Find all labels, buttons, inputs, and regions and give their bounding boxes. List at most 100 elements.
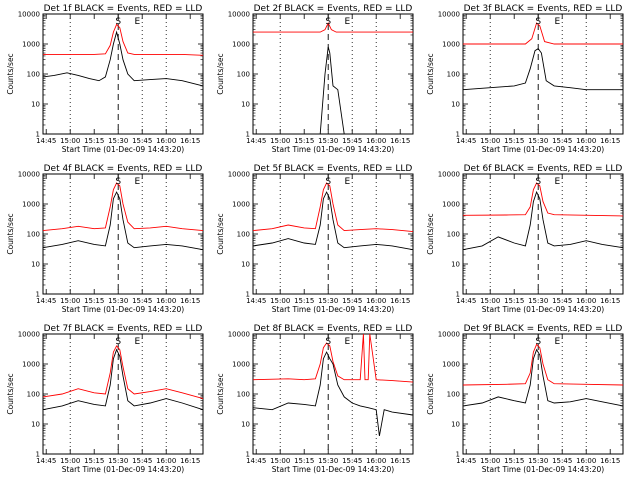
x-axis-label: Start Time (01-Dec-09 14:43:20) <box>62 145 184 154</box>
x-tick-label: 16:00 <box>156 137 176 145</box>
lld-series-line <box>252 333 414 383</box>
y-axis-label: Counts/sec <box>426 373 435 414</box>
x-tick-label: 16:15 <box>180 297 200 305</box>
x-tick-label: 16:15 <box>390 457 410 465</box>
events-series-line <box>42 30 204 87</box>
marker-e: E <box>345 177 351 187</box>
marker-e: E <box>135 17 141 27</box>
x-tick-label: 15:45 <box>552 137 572 145</box>
marker-e: E <box>555 17 561 27</box>
x-tick-label: 15:15 <box>294 457 314 465</box>
x-tick-label: 15:00 <box>270 137 290 145</box>
x-tick-label: 15:45 <box>552 297 572 305</box>
plot-frame <box>42 173 204 295</box>
x-tick-label: 16:00 <box>576 297 596 305</box>
x-tick-label: 15:45 <box>132 457 152 465</box>
x-tick-label: 16:00 <box>576 457 596 465</box>
detector-panel-8: Det 8f BLACK = Events, RED = LLD 1 10 100 10… <box>216 324 414 474</box>
x-tick-label: 15:45 <box>342 457 362 465</box>
y-tick-label: 10 <box>451 421 460 429</box>
x-tick-label: 14:45 <box>456 137 476 145</box>
marker-s: S <box>325 17 331 27</box>
x-tick-label: 15:30 <box>108 297 128 305</box>
marker-s: S <box>325 337 331 347</box>
detector-panel-7: Det 7f BLACK = Events, RED = LLD 1 10 100 10… <box>6 324 204 474</box>
y-tick-label: 100 <box>27 231 40 239</box>
x-tick-label: 16:00 <box>156 297 176 305</box>
x-tick-label: 15:15 <box>84 137 104 145</box>
y-tick-label: 10 <box>31 421 40 429</box>
x-tick-label: 15:30 <box>528 137 548 145</box>
y-tick-label: 1 <box>456 451 460 459</box>
y-tick-label: 10 <box>31 261 40 269</box>
x-tick-label: 15:15 <box>504 137 524 145</box>
y-tick-label: 10000 <box>228 331 250 339</box>
plot-frame <box>252 173 414 295</box>
x-tick-label: 15:00 <box>60 137 80 145</box>
x-tick-label: 15:30 <box>108 457 128 465</box>
x-tick-label: 15:30 <box>318 457 338 465</box>
y-tick-label: 1000 <box>22 361 40 369</box>
panel-title: Det 7f BLACK = Events, RED = LLD <box>44 324 203 334</box>
y-tick-label: 1000 <box>232 201 250 209</box>
detector-panel-4: Det 4f BLACK = Events, RED = LLD 1 10 100 10… <box>6 164 204 314</box>
x-tick-label: 15:00 <box>60 457 80 465</box>
marker-e: E <box>135 177 141 187</box>
y-tick-label: 1000 <box>442 201 460 209</box>
plot-frame <box>252 333 414 455</box>
x-tick-label: 15:00 <box>480 297 500 305</box>
marker-s: S <box>325 177 331 187</box>
y-tick-label: 10 <box>451 101 460 109</box>
x-tick-label: 15:00 <box>60 297 80 305</box>
detector-panel-6: Det 6f BLACK = Events, RED = LLD 1 10 100 10… <box>426 164 624 314</box>
detector-panel-5: Det 5f BLACK = Events, RED = LLD 1 10 100 10… <box>216 164 414 314</box>
y-tick-label: 10000 <box>438 11 460 19</box>
plot-frame <box>42 13 204 135</box>
y-axis-label: Counts/sec <box>6 373 15 414</box>
marker-s: S <box>115 177 121 187</box>
x-tick-label: 16:15 <box>390 137 410 145</box>
y-axis-label: Counts/sec <box>6 53 15 94</box>
x-axis-label: Start Time (01-Dec-09 14:43:20) <box>482 305 604 314</box>
y-tick-label: 100 <box>237 391 250 399</box>
lld-series-line <box>462 343 624 386</box>
y-axis-label: Counts/sec <box>426 213 435 254</box>
x-axis-label: Start Time (01-Dec-09 14:43:20) <box>482 145 604 154</box>
x-axis-label: Start Time (01-Dec-09 14:43:20) <box>272 305 394 314</box>
y-axis-label: Counts/sec <box>426 53 435 94</box>
x-tick-label: 16:15 <box>600 297 620 305</box>
x-tick-label: 15:45 <box>552 457 572 465</box>
x-tick-label: 16:00 <box>576 137 596 145</box>
marker-e: E <box>555 177 561 187</box>
y-tick-label: 100 <box>447 391 460 399</box>
x-tick-label: 16:00 <box>366 297 386 305</box>
x-tick-label: 14:45 <box>36 297 56 305</box>
y-tick-label: 10000 <box>228 11 250 19</box>
panel-title: Det 6f BLACK = Events, RED = LLD <box>464 164 623 174</box>
y-tick-label: 1 <box>456 131 460 139</box>
y-tick-label: 1 <box>246 291 250 299</box>
y-tick-label: 1 <box>456 291 460 299</box>
y-tick-label: 100 <box>447 231 460 239</box>
x-tick-label: 15:30 <box>318 297 338 305</box>
panel-title: Det 8f BLACK = Events, RED = LLD <box>254 324 413 334</box>
x-tick-label: 15:00 <box>270 297 290 305</box>
y-tick-label: 1000 <box>232 41 250 49</box>
y-tick-label: 10 <box>31 101 40 109</box>
x-tick-label: 16:00 <box>156 457 176 465</box>
x-tick-label: 14:45 <box>246 297 266 305</box>
x-tick-label: 16:15 <box>600 457 620 465</box>
y-axis-label: Counts/sec <box>216 53 225 94</box>
x-tick-label: 15:15 <box>294 297 314 305</box>
y-tick-label: 1 <box>36 131 40 139</box>
x-tick-label: 14:45 <box>36 137 56 145</box>
lld-series-line <box>252 182 414 233</box>
x-axis-label: Start Time (01-Dec-09 14:43:20) <box>62 465 184 474</box>
y-tick-label: 10 <box>241 261 250 269</box>
events-series-line <box>252 351 414 436</box>
y-tick-label: 10 <box>241 101 250 109</box>
x-axis-label: Start Time (01-Dec-09 14:43:20) <box>62 305 184 314</box>
x-tick-label: 16:00 <box>366 137 386 145</box>
panel-title: Det 1f BLACK = Events, RED = LLD <box>44 4 203 14</box>
